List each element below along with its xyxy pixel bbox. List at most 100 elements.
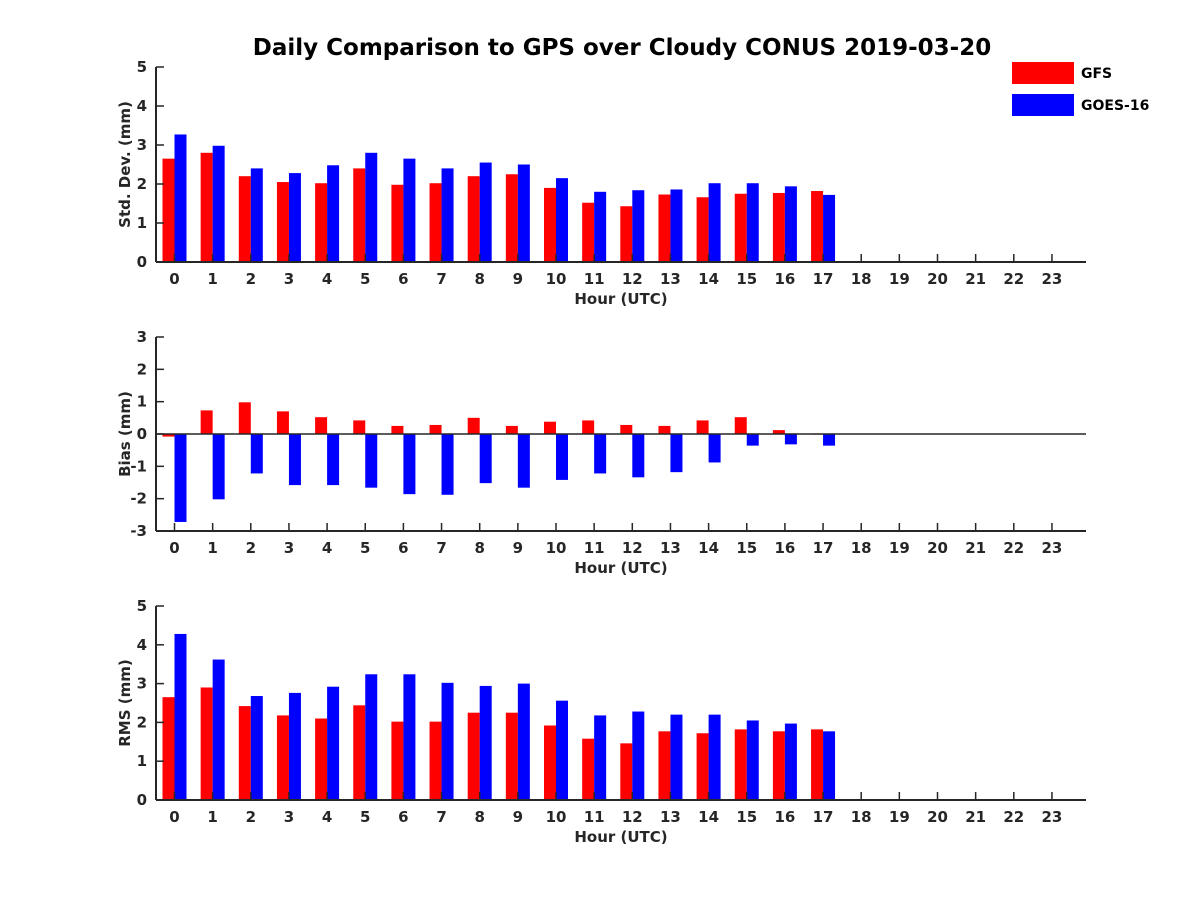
x-tick-label-rms-15: 15	[736, 808, 757, 826]
legend-label-goes-16: GOES-16	[1081, 98, 1149, 114]
y-tick-label-rms-1: 1	[137, 752, 147, 770]
x-axis-label-rms: Hour (UTC)	[574, 828, 667, 846]
y-axis-label-bias: Bias (mm)	[116, 391, 134, 477]
bar-bias-gfs-0	[162, 434, 175, 437]
bar-rms-goes-16-5	[365, 674, 378, 800]
bar-std-goes-16-0	[174, 134, 187, 262]
bar-std-goes-16-8	[479, 162, 492, 262]
x-tick-label-std-22: 22	[1003, 270, 1024, 288]
y-tick-label-std-0: 0	[137, 253, 147, 271]
x-tick-label-bias-16: 16	[774, 539, 795, 557]
bar-rms-goes-16-3	[288, 692, 301, 800]
x-tick-label-bias-17: 17	[813, 539, 834, 557]
x-tick-label-bias-15: 15	[736, 539, 757, 557]
bar-std-gfs-5	[353, 168, 366, 262]
bar-bias-goes-16-9	[517, 434, 530, 488]
y-tick-label-rms-4: 4	[137, 636, 147, 654]
bar-bias-gfs-14	[696, 420, 709, 434]
x-tick-label-std-14: 14	[698, 270, 719, 288]
x-tick-label-bias-14: 14	[698, 539, 719, 557]
x-tick-label-std-7: 7	[436, 270, 446, 288]
bar-std-goes-16-15	[746, 183, 759, 262]
bar-std-gfs-8	[467, 176, 480, 262]
x-tick-label-rms-21: 21	[965, 808, 986, 826]
x-tick-label-std-21: 21	[965, 270, 986, 288]
bar-rms-gfs-5	[353, 705, 366, 800]
x-tick-label-bias-21: 21	[965, 539, 986, 557]
bar-std-gfs-1	[200, 152, 213, 262]
x-tick-label-std-10: 10	[546, 270, 567, 288]
x-tick-label-std-19: 19	[889, 270, 910, 288]
x-tick-label-bias-7: 7	[436, 539, 446, 557]
x-tick-label-std-12: 12	[622, 270, 643, 288]
bar-std-gfs-11	[582, 202, 595, 262]
x-tick-label-std-8: 8	[474, 270, 484, 288]
bar-bias-gfs-5	[353, 420, 366, 434]
bar-std-gfs-17	[811, 191, 824, 262]
x-tick-label-rms-3: 3	[284, 808, 294, 826]
bar-std-gfs-6	[391, 184, 404, 262]
bar-std-goes-16-9	[517, 164, 530, 262]
x-tick-label-bias-9: 9	[513, 539, 523, 557]
bar-std-goes-16-14	[708, 183, 721, 262]
x-tick-label-std-2: 2	[246, 270, 256, 288]
x-tick-label-rms-16: 16	[774, 808, 795, 826]
bar-bias-gfs-1	[200, 410, 213, 434]
x-tick-label-std-4: 4	[322, 270, 332, 288]
bar-bias-gfs-16	[772, 430, 785, 434]
bar-bias-gfs-13	[658, 425, 671, 434]
x-tick-label-rms-14: 14	[698, 808, 719, 826]
bar-rms-goes-16-8	[479, 685, 492, 800]
bar-bias-gfs-7	[429, 424, 442, 434]
y-axis-label-std: Std. Dev. (mm)	[116, 101, 134, 228]
bar-rms-gfs-0	[162, 697, 175, 800]
x-tick-label-bias-4: 4	[322, 539, 332, 557]
bar-rms-gfs-12	[620, 743, 633, 800]
bar-rms-gfs-2	[238, 706, 251, 800]
y-tick-label-bias--3: -3	[130, 522, 147, 540]
bar-bias-goes-16-11	[594, 434, 607, 474]
bar-rms-gfs-10	[544, 725, 556, 800]
y-tick-label-std-1: 1	[137, 214, 147, 232]
bar-bias-goes-16-8	[479, 434, 492, 484]
bar-rms-goes-16-17	[823, 731, 836, 800]
bar-rms-gfs-13	[658, 731, 671, 800]
y-tick-label-bias--1: -1	[130, 457, 147, 475]
bar-bias-goes-16-7	[441, 434, 454, 495]
bar-std-goes-16-3	[288, 173, 301, 262]
x-tick-label-std-6: 6	[398, 270, 408, 288]
bar-rms-gfs-6	[391, 721, 404, 800]
y-axis-label-rms: RMS (mm)	[116, 659, 134, 746]
y-tick-label-bias-0: 0	[137, 425, 147, 443]
x-tick-label-rms-1: 1	[207, 808, 217, 826]
x-tick-label-bias-20: 20	[927, 539, 948, 557]
bar-bias-goes-16-6	[403, 434, 416, 495]
x-tick-label-rms-22: 22	[1003, 808, 1024, 826]
x-tick-label-bias-11: 11	[584, 539, 605, 557]
x-tick-label-rms-7: 7	[436, 808, 446, 826]
x-tick-label-rms-19: 19	[889, 808, 910, 826]
x-axis-label-std: Hour (UTC)	[574, 290, 667, 308]
legend-swatch-goes-16	[1012, 94, 1074, 116]
bar-std-gfs-4	[315, 183, 328, 262]
bar-rms-gfs-1	[200, 687, 213, 800]
x-tick-label-bias-1: 1	[207, 539, 217, 557]
y-tick-label-std-2: 2	[137, 175, 147, 193]
y-tick-label-bias-2: 2	[137, 360, 147, 378]
bar-rms-gfs-17	[811, 729, 824, 800]
x-tick-label-rms-10: 10	[546, 808, 567, 826]
bar-std-goes-16-16	[784, 186, 797, 262]
bar-bias-goes-16-5	[365, 434, 378, 488]
x-tick-label-bias-19: 19	[889, 539, 910, 557]
bar-bias-goes-16-12	[632, 434, 645, 478]
x-axis-label-bias: Hour (UTC)	[574, 559, 667, 577]
bar-rms-gfs-4	[315, 718, 328, 800]
x-tick-label-bias-6: 6	[398, 539, 408, 557]
x-tick-label-rms-5: 5	[360, 808, 370, 826]
bar-rms-gfs-9	[505, 712, 518, 800]
bar-bias-goes-16-3	[288, 434, 301, 486]
bar-bias-gfs-12	[620, 424, 633, 434]
y-tick-label-bias-3: 3	[137, 328, 147, 346]
bar-rms-goes-16-12	[632, 711, 645, 800]
bar-rms-goes-16-4	[327, 686, 340, 800]
